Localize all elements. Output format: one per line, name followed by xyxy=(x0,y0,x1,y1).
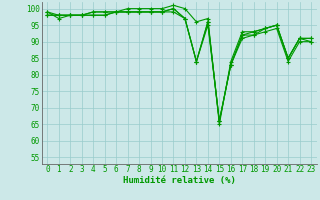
X-axis label: Humidité relative (%): Humidité relative (%) xyxy=(123,176,236,185)
